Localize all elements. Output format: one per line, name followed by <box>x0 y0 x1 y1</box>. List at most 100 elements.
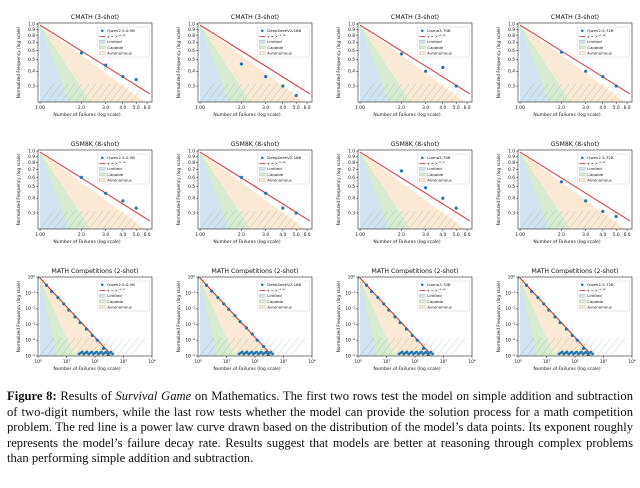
figure-grid: CMATH (3-shot) 1.00 2.0 3.0 4.0 5.0 6.0 1.0 0.9 0… <box>16 14 636 372</box>
data-point <box>101 346 106 351</box>
hatch-line <box>408 210 424 229</box>
legend-limited-label: Limited <box>267 293 282 298</box>
data-point <box>281 206 285 210</box>
x-tick-label: 6.0 <box>624 105 631 111</box>
y-tick-label: 0.5 <box>28 184 35 190</box>
y-axis-label: Normalized Frequency (log scale) <box>496 280 502 352</box>
legend-autonomous-label: Autonomous <box>107 177 132 182</box>
legend-autonomous-marker <box>99 178 106 182</box>
legend-autonomous-marker <box>419 178 426 182</box>
chart-title: CMATH (3-shot) <box>551 14 599 21</box>
hatch-line <box>248 210 264 229</box>
legend-series-label: Llama3-70B <box>427 155 451 160</box>
data-point <box>250 350 254 354</box>
y-tick-label: 0.8 <box>28 160 35 166</box>
legend-limited-marker <box>99 40 106 44</box>
hatch-line <box>199 83 215 102</box>
hatch-line <box>88 83 104 102</box>
data-point <box>584 69 588 73</box>
hatch-line <box>290 210 306 229</box>
legend-autonomous-marker <box>259 178 266 182</box>
data-point <box>369 289 374 294</box>
data-point <box>121 75 125 79</box>
data-point <box>398 320 402 325</box>
data-point <box>441 65 445 70</box>
x-tick-label: 6.0 <box>624 232 631 238</box>
x-tick-label: 10⁴ <box>468 359 476 365</box>
legend-capable-label: Capable <box>587 45 604 50</box>
hatch-line <box>373 83 389 102</box>
legend-autonomous-label: Autonomous <box>267 177 292 182</box>
data-point <box>415 350 419 354</box>
y-tick-label: 0.7 <box>28 167 35 173</box>
legend-autonomous-marker <box>419 51 426 55</box>
y-tick-label: 10⁰ <box>348 275 356 281</box>
y-tick-label: 0.9 <box>348 27 355 33</box>
y-tick-label: 0.7 <box>508 167 515 173</box>
y-tick-label: 0.4 <box>348 69 355 75</box>
y-tick-label: 0.6 <box>188 175 195 181</box>
hatch-line <box>561 83 577 102</box>
data-point <box>575 350 579 354</box>
hatch-line <box>429 83 445 102</box>
hatch-line <box>443 210 459 229</box>
y-tick-label: 10⁻³ <box>505 322 515 328</box>
chart-svg: GSM8K (8-shot)1.00 2.0 3.0 4.0 5.0 6.01.00.90… <box>336 141 473 245</box>
x-tick-label: 2.0 <box>398 232 405 238</box>
legend-capable-label: Capable <box>267 45 284 50</box>
y-tick-label: 0.3 <box>188 84 195 90</box>
data-point <box>78 320 82 325</box>
data-point <box>518 277 520 279</box>
hatch-line <box>67 210 83 229</box>
hatch-line <box>234 337 250 356</box>
chart-svg: GSM8K (8-shot)1.00 2.0 3.0 4.0 5.0 6.01.00.90… <box>16 141 153 245</box>
hatch-line <box>109 210 125 229</box>
hatch-line <box>422 83 438 102</box>
data-point <box>558 320 562 325</box>
data-point <box>100 350 103 354</box>
hatch-line <box>596 83 612 102</box>
legend-series-marker <box>100 29 104 33</box>
hatch-line <box>415 210 431 229</box>
x-tick-label: 5.0 <box>613 105 620 111</box>
hatch-line <box>67 83 83 102</box>
x-tick-label: 3.0 <box>422 232 429 238</box>
hatch-line <box>359 83 375 102</box>
hatch-line <box>220 210 236 229</box>
hatch-line <box>450 337 466 356</box>
data-point <box>420 350 423 354</box>
data-point <box>49 289 54 294</box>
figure-caption: Figure 8: Results of Survival Game on Ma… <box>7 389 633 484</box>
hatch-line <box>276 210 292 229</box>
y-tick-label: 10⁻³ <box>185 322 195 328</box>
legend-capable-marker <box>259 45 266 50</box>
limited-region <box>520 279 537 356</box>
legend-capable-label: Capable <box>587 299 604 304</box>
hatch-line <box>116 83 132 102</box>
hatch-line <box>88 210 104 229</box>
hatch-line <box>401 210 417 229</box>
y-tick-label: 0.5 <box>188 184 195 190</box>
data-point <box>209 289 214 293</box>
y-axis-label: Normalized Frequency (log scale) <box>336 26 342 98</box>
y-tick-label: 10⁰ <box>188 275 196 281</box>
caption-emphasis: Survival Game <box>115 389 192 403</box>
y-tick-label: 10⁻⁴ <box>25 338 35 344</box>
y-tick-label: 0.6 <box>28 48 35 54</box>
data-point <box>589 350 593 354</box>
legend-series-label: Llama3-70B <box>427 282 451 287</box>
legend-limited-marker <box>579 294 586 298</box>
hatch-line <box>248 83 264 102</box>
data-point <box>424 350 428 354</box>
x-axis-label: Number of Failures (log scale) <box>53 366 120 372</box>
legend-limited-marker <box>419 167 426 171</box>
data-point <box>271 352 275 356</box>
x-axis-label: Number of Failures (log scale) <box>53 112 120 118</box>
hatch-line <box>554 210 570 229</box>
data-point <box>580 350 583 354</box>
legend-box <box>97 26 150 58</box>
data-point <box>38 277 40 279</box>
y-tick-label: 0.5 <box>348 57 355 63</box>
chart-svg: MATH Competitions (2-shot) 10⁰ 10¹ 10² 10³ 10… <box>176 268 316 372</box>
data-point <box>56 295 60 300</box>
